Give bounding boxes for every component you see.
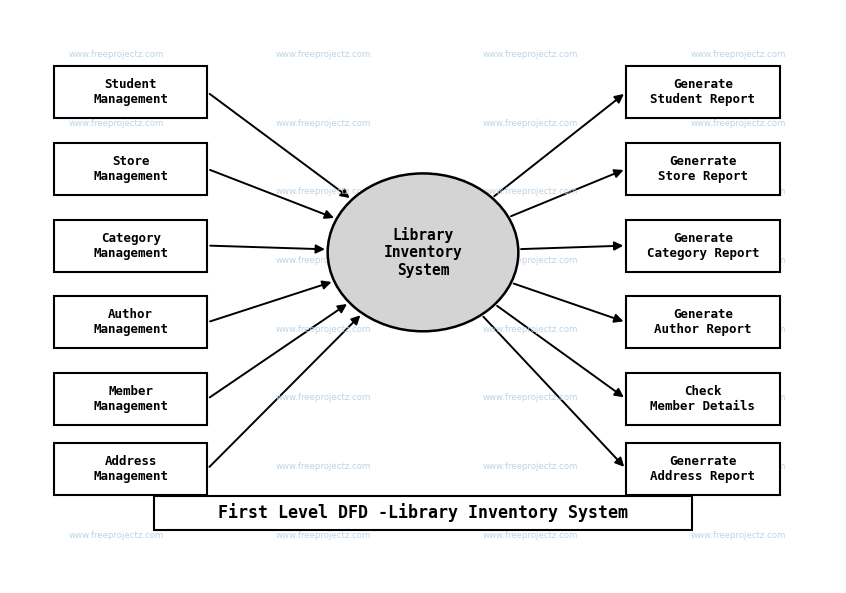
Text: First Level DFD -Library Inventory System: First Level DFD -Library Inventory Syste… bbox=[218, 503, 628, 522]
Text: www.freeprojectz.com: www.freeprojectz.com bbox=[69, 187, 164, 196]
Text: www.freeprojectz.com: www.freeprojectz.com bbox=[690, 531, 786, 540]
Text: www.freeprojectz.com: www.freeprojectz.com bbox=[276, 256, 371, 265]
Text: www.freeprojectz.com: www.freeprojectz.com bbox=[276, 393, 371, 402]
Text: Generrate
Store Report: Generrate Store Report bbox=[658, 155, 748, 183]
FancyBboxPatch shape bbox=[626, 143, 779, 195]
Text: www.freeprojectz.com: www.freeprojectz.com bbox=[690, 119, 786, 128]
Text: www.freeprojectz.com: www.freeprojectz.com bbox=[690, 462, 786, 471]
FancyBboxPatch shape bbox=[54, 219, 207, 272]
Text: www.freeprojectz.com: www.freeprojectz.com bbox=[690, 393, 786, 402]
Text: www.freeprojectz.com: www.freeprojectz.com bbox=[483, 187, 579, 196]
Text: Author
Management: Author Management bbox=[93, 308, 168, 336]
Text: www.freeprojectz.com: www.freeprojectz.com bbox=[483, 256, 579, 265]
Text: Generate
Category Report: Generate Category Report bbox=[646, 232, 759, 260]
Text: www.freeprojectz.com: www.freeprojectz.com bbox=[69, 119, 164, 128]
Text: Generrate
Address Report: Generrate Address Report bbox=[651, 455, 755, 483]
Text: www.freeprojectz.com: www.freeprojectz.com bbox=[276, 531, 371, 540]
FancyBboxPatch shape bbox=[626, 66, 779, 118]
Text: www.freeprojectz.com: www.freeprojectz.com bbox=[483, 119, 579, 128]
Text: Library
Inventory
System: Library Inventory System bbox=[383, 227, 463, 278]
Text: www.freeprojectz.com: www.freeprojectz.com bbox=[276, 325, 371, 334]
FancyBboxPatch shape bbox=[54, 373, 207, 425]
Text: Student
Management: Student Management bbox=[93, 78, 168, 106]
FancyBboxPatch shape bbox=[54, 443, 207, 495]
Text: www.freeprojectz.com: www.freeprojectz.com bbox=[69, 50, 164, 59]
FancyBboxPatch shape bbox=[153, 496, 692, 530]
Text: Address
Management: Address Management bbox=[93, 455, 168, 483]
FancyBboxPatch shape bbox=[54, 296, 207, 348]
Text: www.freeprojectz.com: www.freeprojectz.com bbox=[483, 462, 579, 471]
FancyBboxPatch shape bbox=[626, 296, 779, 348]
Text: www.freeprojectz.com: www.freeprojectz.com bbox=[69, 393, 164, 402]
Text: www.freeprojectz.com: www.freeprojectz.com bbox=[483, 325, 579, 334]
Text: www.freeprojectz.com: www.freeprojectz.com bbox=[69, 256, 164, 265]
Text: www.freeprojectz.com: www.freeprojectz.com bbox=[276, 187, 371, 196]
Text: www.freeprojectz.com: www.freeprojectz.com bbox=[483, 393, 579, 402]
Text: www.freeprojectz.com: www.freeprojectz.com bbox=[276, 119, 371, 128]
Text: www.freeprojectz.com: www.freeprojectz.com bbox=[690, 50, 786, 59]
Text: www.freeprojectz.com: www.freeprojectz.com bbox=[483, 50, 579, 59]
Text: www.freeprojectz.com: www.freeprojectz.com bbox=[69, 531, 164, 540]
Text: Check
Member Details: Check Member Details bbox=[651, 385, 755, 413]
FancyBboxPatch shape bbox=[626, 443, 779, 495]
Text: www.freeprojectz.com: www.freeprojectz.com bbox=[276, 462, 371, 471]
Ellipse shape bbox=[327, 173, 519, 331]
Text: www.freeprojectz.com: www.freeprojectz.com bbox=[690, 325, 786, 334]
Text: Generate
Student Report: Generate Student Report bbox=[651, 78, 755, 106]
Text: www.freeprojectz.com: www.freeprojectz.com bbox=[69, 462, 164, 471]
Text: Category
Management: Category Management bbox=[93, 232, 168, 260]
Text: Generate
Author Report: Generate Author Report bbox=[654, 308, 751, 336]
FancyBboxPatch shape bbox=[54, 66, 207, 118]
FancyBboxPatch shape bbox=[626, 219, 779, 272]
Text: www.freeprojectz.com: www.freeprojectz.com bbox=[483, 531, 579, 540]
FancyBboxPatch shape bbox=[54, 143, 207, 195]
Text: www.freeprojectz.com: www.freeprojectz.com bbox=[690, 187, 786, 196]
Text: www.freeprojectz.com: www.freeprojectz.com bbox=[690, 256, 786, 265]
Text: Member
Management: Member Management bbox=[93, 385, 168, 413]
FancyBboxPatch shape bbox=[626, 373, 779, 425]
Text: www.freeprojectz.com: www.freeprojectz.com bbox=[276, 50, 371, 59]
Text: Store
Management: Store Management bbox=[93, 155, 168, 183]
Text: www.freeprojectz.com: www.freeprojectz.com bbox=[69, 325, 164, 334]
